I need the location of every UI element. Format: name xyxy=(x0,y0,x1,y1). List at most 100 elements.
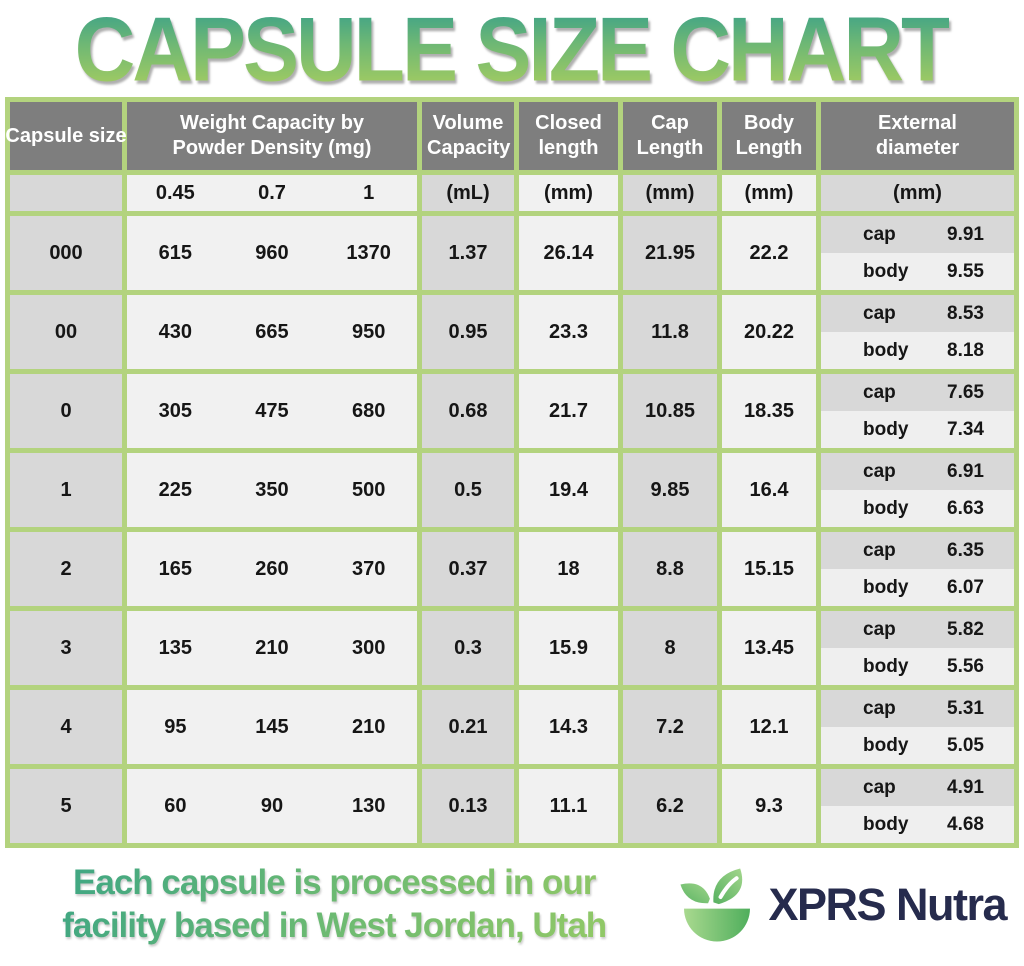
body-label: body xyxy=(863,576,909,598)
col-header-external-diameter: External diameter xyxy=(821,102,1014,170)
cap-length-cell: 7.2 xyxy=(623,690,717,764)
capsule-size-cell: 3 xyxy=(10,611,122,685)
weight-value: 665 xyxy=(255,320,289,343)
capsule-size-cell: 5 xyxy=(10,769,122,843)
density-0.7: 0.7 xyxy=(258,181,286,204)
volume-cell: 0.95 xyxy=(422,295,514,369)
external-body-row: body 5.56 xyxy=(821,648,1014,685)
external-body-row: body 4.68 xyxy=(821,806,1014,843)
body-label: body xyxy=(863,260,909,282)
col-header-capsule-size: Capsule size xyxy=(5,102,127,170)
external-cap-row: cap 6.35 xyxy=(821,532,1014,569)
footer-tagline-line2: facility based in West Jordan, Utah xyxy=(62,906,607,945)
body-label: body xyxy=(863,497,909,519)
body-diameter-value: 9.55 xyxy=(947,260,984,282)
volume-cell: 0.3 xyxy=(422,611,514,685)
cap-diameter-value: 5.82 xyxy=(947,618,984,640)
body-label: body xyxy=(863,734,909,756)
cap-diameter-value: 7.65 xyxy=(947,381,984,403)
weight-value: 300 xyxy=(351,636,386,659)
body-length-cell: 16.4 xyxy=(722,453,816,527)
weight-capacity-cell: 60 90 130 xyxy=(127,769,417,843)
cap-label: cap xyxy=(863,302,896,324)
cap-length-cell: 9.85 xyxy=(623,453,717,527)
weight-value: 430 xyxy=(158,320,193,343)
body-length-cell: 22.2 xyxy=(722,216,816,290)
units-body-cell: (mm) xyxy=(722,175,816,211)
cap-diameter-value: 6.35 xyxy=(947,539,984,561)
capsule-size-cell: 0 xyxy=(10,374,122,448)
weight-capacity-cell: 305 475 680 xyxy=(127,374,417,448)
weight-capacity-cell: 135 210 300 xyxy=(127,611,417,685)
weight-value: 305 xyxy=(158,399,193,422)
weight-value: 370 xyxy=(351,557,386,580)
cap-length-cell: 11.8 xyxy=(623,295,717,369)
weight-value: 165 xyxy=(158,557,193,580)
external-diameter-cell: cap 6.35 body 6.07 xyxy=(821,532,1014,606)
brand-logo: XPRS Nutra xyxy=(676,866,1007,944)
weight-value: 680 xyxy=(351,399,386,422)
body-label: body xyxy=(863,339,909,361)
weight-capacity-cell: 430 665 950 xyxy=(127,295,417,369)
body-label: body xyxy=(863,655,909,677)
units-cap-cell: (mm) xyxy=(623,175,717,211)
cap-label: cap xyxy=(863,460,896,482)
weight-value: 475 xyxy=(255,399,289,422)
weight-value: 60 xyxy=(164,794,187,817)
capsule-size-cell: 00 xyxy=(10,295,122,369)
cap-label: cap xyxy=(863,776,896,798)
col-header-weight-capacity: Weight Capacity by Powder Density (mg) xyxy=(127,102,417,170)
footer: Each capsule is processed in our facilit… xyxy=(0,848,1024,960)
volume-cell: 0.5 xyxy=(422,453,514,527)
col-header-cap-length: Cap Length xyxy=(623,102,717,170)
weight-value: 260 xyxy=(255,557,289,580)
external-cap-row: cap 5.82 xyxy=(821,611,1014,648)
body-length-cell: 15.15 xyxy=(722,532,816,606)
weight-value: 1370 xyxy=(346,241,391,264)
external-diameter-cell: cap 8.53 body 8.18 xyxy=(821,295,1014,369)
cap-diameter-value: 9.91 xyxy=(947,223,984,245)
weight-value: 500 xyxy=(351,478,386,501)
footer-tagline-line1: Each capsule is processed in our xyxy=(73,863,596,903)
external-cap-row: cap 4.91 xyxy=(821,769,1014,806)
cap-label: cap xyxy=(863,618,896,640)
capsule-size-cell: 000 xyxy=(10,216,122,290)
weight-value: 210 xyxy=(351,715,386,738)
external-body-row: body 6.07 xyxy=(821,569,1014,606)
external-diameter-cell: cap 9.91 body 9.55 xyxy=(821,216,1014,290)
body-length-cell: 9.3 xyxy=(722,769,816,843)
weight-value: 135 xyxy=(158,636,193,659)
footer-tagline: Each capsule is processed in our facilit… xyxy=(18,862,650,947)
units-densities-cell: 0.45 0.7 1 xyxy=(127,175,417,211)
weight-value: 145 xyxy=(255,715,289,738)
external-diameter-cell: cap 7.65 body 7.34 xyxy=(821,374,1014,448)
cap-label: cap xyxy=(863,697,896,719)
cap-label: cap xyxy=(863,539,896,561)
density-0.45: 0.45 xyxy=(155,181,195,204)
external-diameter-cell: cap 6.91 body 6.63 xyxy=(821,453,1014,527)
col-header-volume-capacity: Volume Capacity xyxy=(422,102,514,170)
units-volume-cell: (mL) xyxy=(422,175,514,211)
capsule-size-cell: 1 xyxy=(10,453,122,527)
external-diameter-cell: cap 5.31 body 5.05 xyxy=(821,690,1014,764)
external-body-row: body 5.05 xyxy=(821,727,1014,764)
external-cap-row: cap 9.91 xyxy=(821,216,1014,253)
weight-value: 615 xyxy=(158,241,193,264)
body-label: body xyxy=(863,418,909,440)
body-length-cell: 12.1 xyxy=(722,690,816,764)
weight-capacity-cell: 95 145 210 xyxy=(127,690,417,764)
body-diameter-value: 5.05 xyxy=(947,734,984,756)
units-external-cell: (mm) xyxy=(821,175,1014,211)
external-body-row: body 8.18 xyxy=(821,332,1014,369)
external-cap-row: cap 6.91 xyxy=(821,453,1014,490)
body-diameter-value: 6.63 xyxy=(947,497,984,519)
weight-value: 960 xyxy=(255,241,289,264)
brand-name: XPRS Nutra xyxy=(768,879,1007,930)
weight-capacity-cell: 225 350 500 xyxy=(127,453,417,527)
cap-label: cap xyxy=(863,381,896,403)
weight-value: 130 xyxy=(351,794,386,817)
body-diameter-value: 4.68 xyxy=(947,813,984,835)
cap-length-cell: 21.95 xyxy=(623,216,717,290)
body-diameter-value: 8.18 xyxy=(947,339,984,361)
closed-length-cell: 15.9 xyxy=(519,611,618,685)
